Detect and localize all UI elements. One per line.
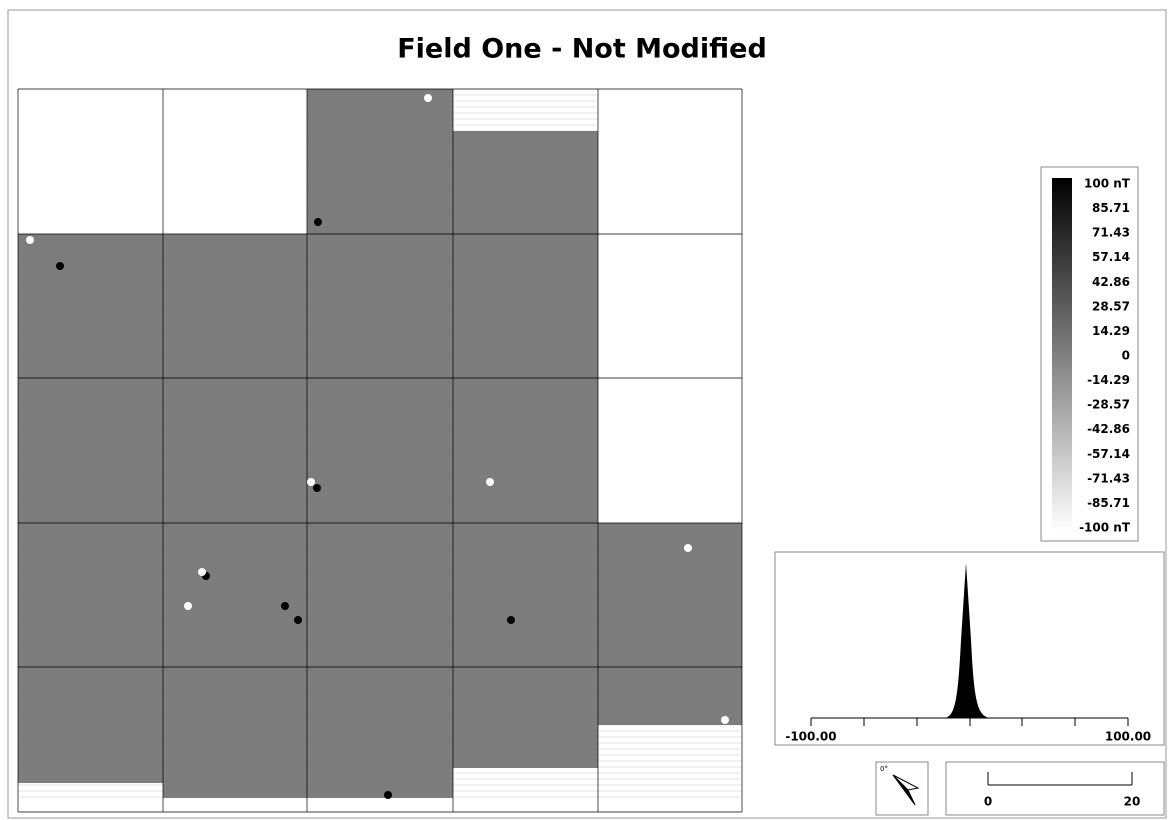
scale-label: 0 xyxy=(984,795,992,809)
anomaly xyxy=(424,94,432,102)
survey-cell xyxy=(163,234,307,378)
survey-cell xyxy=(307,667,453,798)
histogram-tick-label: 100.00 xyxy=(1105,730,1151,744)
survey-cell xyxy=(453,667,598,768)
north-label: 0° xyxy=(880,765,888,773)
survey-cell xyxy=(307,378,453,523)
legend-label: 100 nT xyxy=(1084,177,1131,191)
legend-label: 14.29 xyxy=(1092,324,1130,338)
legend-label: 42.86 xyxy=(1092,275,1130,289)
legend-label: 0 xyxy=(1122,349,1130,363)
anomaly xyxy=(184,602,192,610)
legend-label: 71.43 xyxy=(1092,226,1130,240)
anomaly xyxy=(313,484,321,492)
legend-label: 57.14 xyxy=(1092,250,1130,264)
survey-cell xyxy=(453,234,598,378)
blank-cell xyxy=(598,234,742,378)
color-ramp xyxy=(1052,178,1072,531)
legend-label: -71.43 xyxy=(1087,471,1130,485)
anomaly xyxy=(294,616,302,624)
anomaly xyxy=(384,791,392,799)
blank-cell xyxy=(18,89,163,234)
survey-cell xyxy=(598,667,742,725)
survey-cell xyxy=(307,89,453,234)
legend-label: -100 nT xyxy=(1079,521,1131,535)
histogram-tick-label: -100.00 xyxy=(785,730,836,744)
survey-cell xyxy=(598,523,742,667)
anomaly xyxy=(56,262,64,270)
survey-cell xyxy=(307,523,453,667)
survey-grid xyxy=(18,89,742,812)
figure: Field One - Not Modified 100 nT 85.71 71.4… xyxy=(0,0,1168,820)
survey-cell xyxy=(18,234,163,378)
anomaly xyxy=(486,478,494,486)
page: {"title": "Field One - Not Modified", "c… xyxy=(0,0,1168,820)
survey-cell xyxy=(163,378,307,523)
anomaly xyxy=(314,218,322,226)
survey-cell xyxy=(307,234,453,378)
survey-cell xyxy=(453,131,598,234)
title: Field One - Not Modified xyxy=(397,34,767,65)
legend-label: 28.57 xyxy=(1092,299,1130,313)
survey-cell xyxy=(163,523,307,667)
legend-label: 85.71 xyxy=(1092,201,1130,215)
legend-label: -42.86 xyxy=(1087,422,1130,436)
legend-label: -14.29 xyxy=(1087,373,1130,387)
legend-label: -85.71 xyxy=(1087,496,1130,510)
blank-cell xyxy=(598,378,742,523)
anomaly xyxy=(721,716,729,724)
survey-cell xyxy=(453,378,598,523)
scale-label: 20 xyxy=(1124,795,1141,809)
blank-cell xyxy=(163,89,307,234)
survey-cell xyxy=(453,523,598,667)
anomaly xyxy=(198,568,206,576)
anomaly xyxy=(26,236,34,244)
anomaly xyxy=(684,544,692,552)
survey-cell xyxy=(18,378,163,523)
blank-cell xyxy=(598,89,742,234)
survey-cell xyxy=(18,523,163,667)
anomaly xyxy=(281,602,289,610)
survey-cell xyxy=(163,667,307,798)
anomaly xyxy=(307,478,315,486)
legend-label: -57.14 xyxy=(1087,447,1130,461)
legend-label: -28.57 xyxy=(1087,398,1130,412)
anomaly xyxy=(507,616,515,624)
